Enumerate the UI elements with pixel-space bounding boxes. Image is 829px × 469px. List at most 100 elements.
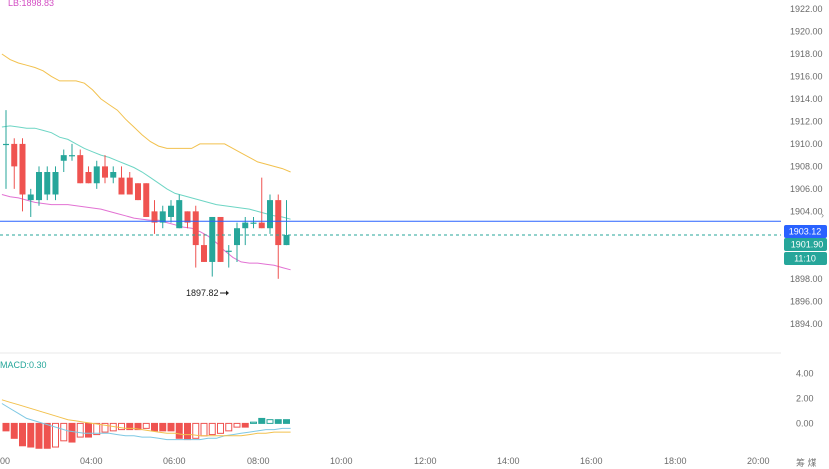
price-tick-label: 1896.00 [790, 296, 823, 306]
current-price-badge [784, 225, 827, 238]
price-tick-label: 1898.00 [790, 274, 823, 284]
price-tick-label: 1918.00 [790, 49, 823, 59]
expand-arrow-icon[interactable]: › [821, 210, 824, 220]
low-marker-arrow [226, 290, 229, 296]
price-tick-label: 1906.00 [790, 184, 823, 194]
macd-tick-label: 0.00 [796, 418, 814, 428]
candle-body [267, 200, 273, 229]
macd-pane[interactable] [1, 399, 291, 449]
price-tick-label: 1912.00 [790, 116, 823, 126]
macd-histogram-bar [19, 422, 26, 447]
candle-body [102, 166, 108, 178]
price-tick-label: 1910.00 [790, 139, 823, 149]
time-tick-label: 08:00 [247, 456, 270, 466]
candle-body [225, 250, 232, 252]
macd-histogram-bar [134, 422, 142, 431]
candle-body [275, 200, 282, 246]
price-badges: 1903.12 1901.90 11:10 [784, 225, 827, 265]
middle-band-line [1, 125, 291, 220]
macd-histogram-bar [233, 422, 241, 428]
time-tick-label: 04:00 [80, 456, 103, 466]
time-tick-label: 14:00 [497, 456, 520, 466]
candle-body [242, 222, 249, 229]
countdown-label: 11:10 [794, 254, 816, 264]
macd-histogram-bar [200, 422, 208, 437]
macd-histogram-bar [43, 422, 51, 449]
candle-body [176, 200, 183, 229]
macd-histogram-bar [241, 422, 249, 428]
macd-histogram-bar [159, 422, 167, 432]
price-pane[interactable] [0, 53, 781, 296]
candle-body [234, 228, 240, 246]
candle-body [60, 155, 67, 161]
candle-body [11, 143, 18, 167]
candle-body [126, 177, 133, 195]
upper-band-line [1, 53, 291, 173]
macd-histogram-bar [250, 421, 257, 424]
time-tick-label: 12:00 [414, 456, 437, 466]
macd-histogram-bar [266, 419, 274, 424]
macd-histogram-bar [283, 419, 290, 424]
candle-body [250, 222, 257, 224]
macd-histogram-bar [274, 419, 282, 424]
macd-histogram-bar [52, 422, 59, 448]
candle-body [168, 205, 174, 217]
candle-body [19, 143, 26, 195]
last-price-badge [784, 238, 827, 251]
lower-band-line [1, 194, 291, 271]
time-tick-label: 20:00 [747, 456, 770, 466]
candle-body [151, 211, 158, 223]
candle-body [217, 216, 224, 262]
macd-histogram-bar [142, 422, 150, 429]
candle-body [258, 222, 265, 229]
macd-histogram-bar [167, 422, 175, 432]
macd-histogram-bar [184, 422, 191, 441]
macd-histogram-bar [101, 422, 109, 433]
candle-body [110, 172, 117, 178]
price-tick-label: 1904.00 [790, 206, 823, 216]
price-tick-label: 1922.00 [790, 4, 823, 14]
candle-body [77, 155, 84, 184]
macd-histogram-bar [192, 422, 200, 439]
corner-glyphs: 筹 煤 [796, 457, 817, 468]
macd-tick-label: 4.00 [796, 369, 814, 379]
price-tick-label: 1894.00 [790, 319, 823, 329]
macd-histogram-bar [85, 422, 92, 438]
price-tick-label: 1920.00 [790, 26, 823, 36]
macd-histogram-bar [76, 422, 84, 438]
candle-body [283, 234, 290, 246]
macd-histogram-bar [118, 422, 125, 431]
candle-body [3, 143, 9, 146]
macd-histogram-bar [258, 417, 266, 424]
time-tick-label: 06:00 [163, 456, 186, 466]
candle-body [44, 172, 51, 195]
macd-tick-label: 2.00 [796, 394, 814, 404]
time-tick-label: 16:00 [580, 456, 603, 466]
candle-body [52, 172, 59, 195]
candle-body [184, 211, 191, 223]
low-annotation: 1897.82 [186, 288, 219, 298]
price-tick-label: 1908.00 [790, 161, 823, 171]
macd-histogram-bar [93, 422, 101, 436]
macd-line [1, 403, 291, 441]
macd-histogram-bar [60, 422, 68, 442]
candle-body [69, 155, 75, 157]
candle-body [85, 172, 92, 184]
indicator-label: LB:1898.83 [8, 0, 54, 8]
countdown-badge [784, 252, 827, 265]
macd-histogram-bar [225, 422, 233, 432]
macd-histogram-bar [126, 422, 134, 431]
signal-line [1, 399, 291, 437]
time-tick-label: 10:00 [330, 456, 353, 466]
macd-histogram-bar [151, 422, 158, 432]
macd-histogram-bar [2, 422, 10, 432]
chart-axes: 1922.00 1920.00 1918.00 1916.00 1914.00 1912.… [0, 4, 823, 466]
macd-histogram-bar [208, 422, 216, 436]
macd-histogram-bar [35, 422, 43, 449]
candle-body [159, 211, 166, 223]
candle-body [143, 183, 150, 217]
candle-body [93, 166, 100, 184]
